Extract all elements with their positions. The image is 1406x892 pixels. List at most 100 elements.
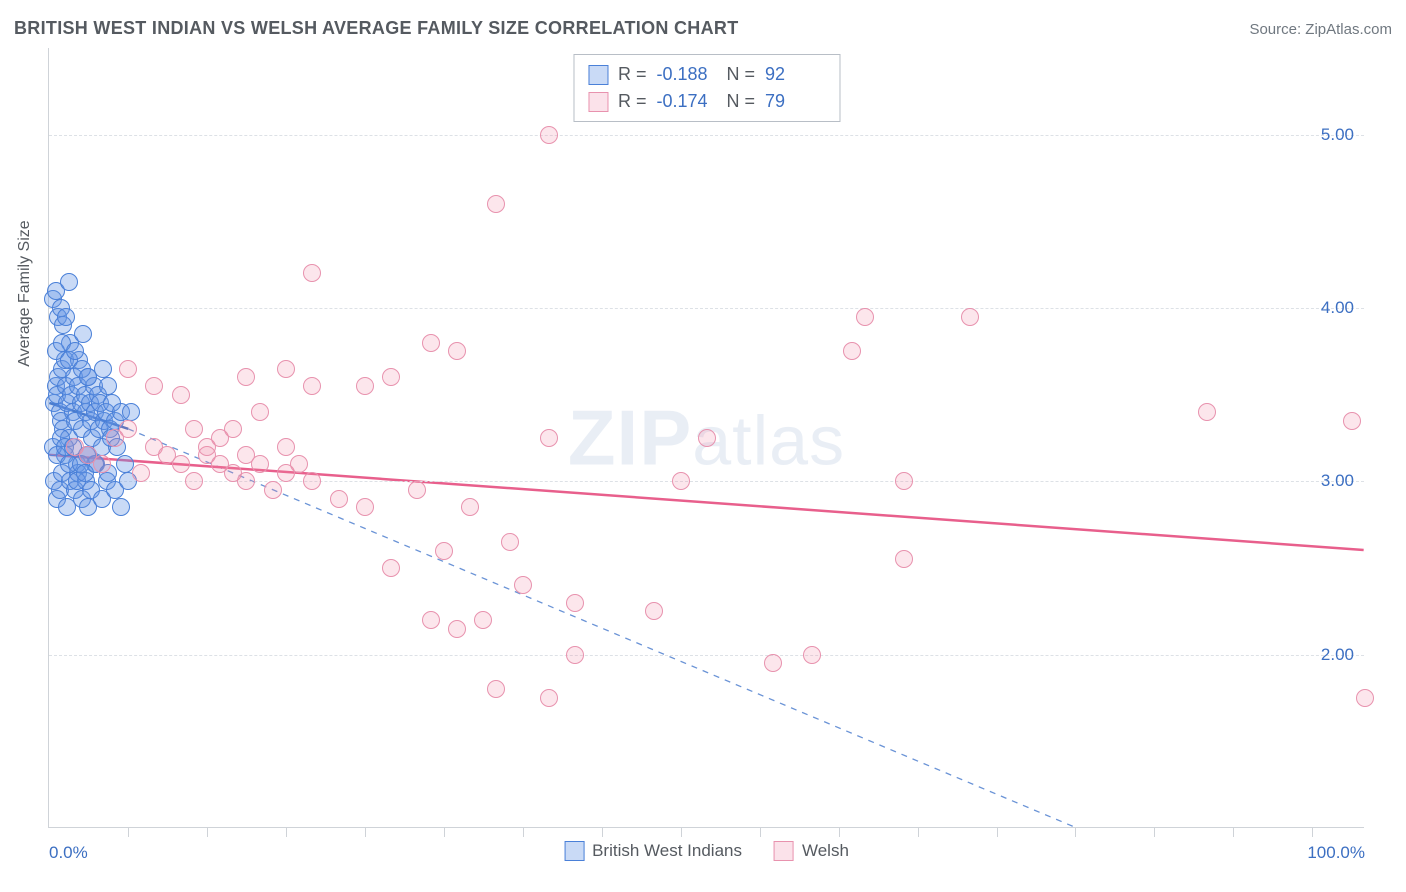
point-bwi [112,498,130,516]
x-tick [997,827,998,837]
point-welsh [698,429,716,447]
point-welsh [1356,689,1374,707]
point-welsh [961,308,979,326]
point-welsh [856,308,874,326]
point-welsh [356,377,374,395]
point-welsh [843,342,861,360]
point-bwi [122,403,140,421]
point-welsh [422,611,440,629]
y-tick-label: 5.00 [1321,125,1354,145]
chart-title: BRITISH WEST INDIAN VS WELSH AVERAGE FAM… [14,18,739,39]
scatter-plot: ZIPatlas R =-0.188 N =92 R =-0.174 N =79… [48,48,1364,828]
x-tick [839,827,840,837]
point-bwi [79,368,97,386]
point-welsh [566,646,584,664]
point-welsh [895,472,913,490]
point-welsh [435,542,453,560]
point-welsh [251,403,269,421]
x-tick [1075,827,1076,837]
point-bwi [74,325,92,343]
x-tick [128,827,129,837]
series-legend: British West Indians Welsh [564,841,849,861]
point-welsh [382,368,400,386]
source-label: Source: ZipAtlas.com [1249,21,1392,38]
point-welsh [895,550,913,568]
point-welsh [540,126,558,144]
point-welsh [303,472,321,490]
point-bwi [76,464,94,482]
gridline [49,135,1364,136]
point-welsh [356,498,374,516]
gridline [49,655,1364,656]
swatch-pink-icon [774,841,794,861]
point-welsh [330,490,348,508]
point-welsh [290,455,308,473]
point-welsh [487,195,505,213]
point-welsh [540,689,558,707]
point-welsh [514,576,532,594]
point-welsh [448,620,466,638]
x-tick [444,827,445,837]
x-tick [1233,827,1234,837]
point-welsh [422,334,440,352]
point-welsh [303,377,321,395]
point-bwi [66,342,84,360]
point-bwi [60,273,78,291]
point-welsh [764,654,782,672]
point-welsh [277,438,295,456]
point-welsh [145,377,163,395]
point-welsh [185,420,203,438]
x-tick [681,827,682,837]
x-tick [1154,827,1155,837]
stats-row-welsh: R =-0.174 N =79 [588,88,825,115]
point-welsh [251,455,269,473]
x-tick [760,827,761,837]
point-welsh [1343,412,1361,430]
y-tick-label: 2.00 [1321,645,1354,665]
x-tick [286,827,287,837]
point-welsh [672,472,690,490]
point-welsh [172,386,190,404]
point-welsh [803,646,821,664]
point-welsh [132,464,150,482]
point-welsh [474,611,492,629]
point-welsh [487,680,505,698]
gridline [49,308,1364,309]
point-bwi [99,377,117,395]
x-tick [523,827,524,837]
point-welsh [1198,403,1216,421]
point-welsh [382,559,400,577]
point-welsh [93,455,111,473]
x-tick-label: 0.0% [49,843,88,863]
legend-item-welsh: Welsh [774,841,849,861]
point-welsh [224,420,242,438]
point-welsh [237,368,255,386]
y-tick-label: 3.00 [1321,471,1354,491]
stats-legend: R =-0.188 N =92 R =-0.174 N =79 [573,54,840,122]
x-tick [365,827,366,837]
x-tick [602,827,603,837]
point-welsh [566,594,584,612]
stats-row-bwi: R =-0.188 N =92 [588,61,825,88]
point-welsh [172,455,190,473]
point-welsh [645,602,663,620]
point-welsh [540,429,558,447]
swatch-blue-icon [564,841,584,861]
point-welsh [185,472,203,490]
point-bwi [57,308,75,326]
swatch-blue-icon [588,65,608,85]
point-welsh [119,420,137,438]
point-welsh [277,360,295,378]
point-welsh [501,533,519,551]
point-welsh [237,472,255,490]
point-welsh [408,481,426,499]
y-axis-label: Average Family Size [16,220,34,366]
point-welsh [448,342,466,360]
point-welsh [119,360,137,378]
point-welsh [461,498,479,516]
x-tick [918,827,919,837]
y-tick-label: 4.00 [1321,298,1354,318]
x-tick-label: 100.0% [1307,843,1365,863]
legend-item-bwi: British West Indians [564,841,742,861]
point-welsh [303,264,321,282]
